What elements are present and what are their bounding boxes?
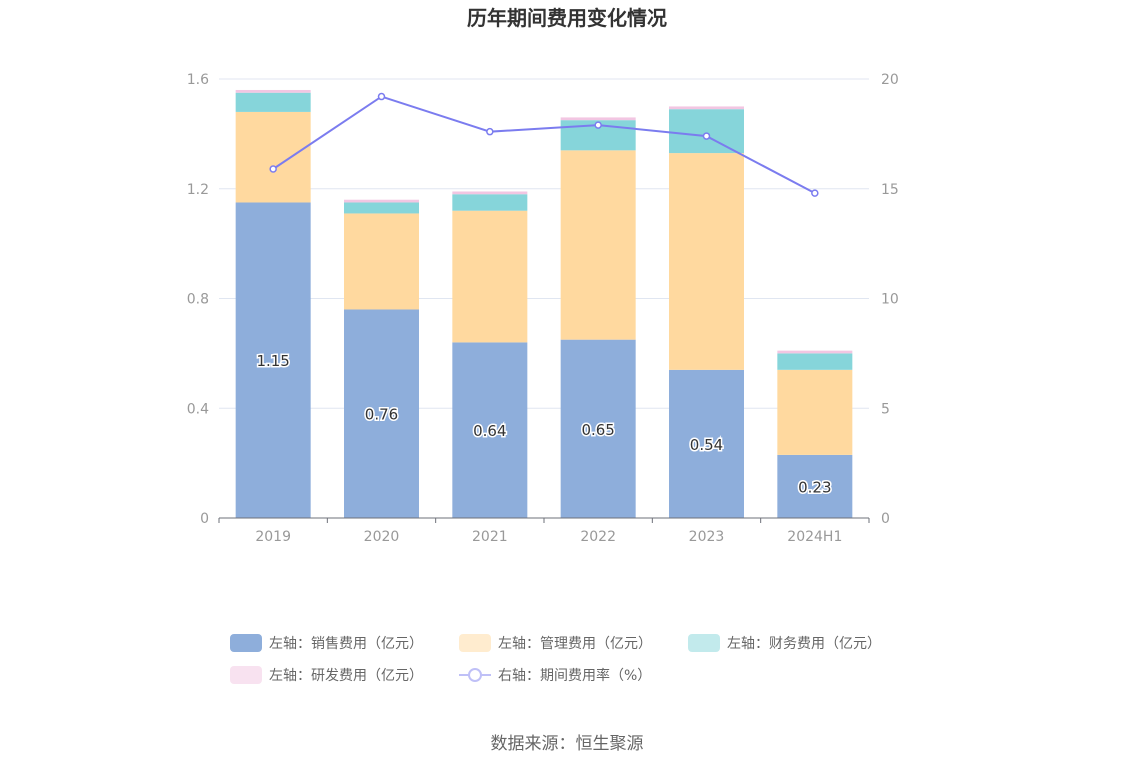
- legend-item[interactable]: 左轴：销售费用（亿元）: [230, 634, 423, 652]
- bar-segment: [669, 369, 744, 518]
- data-source: 数据来源：恒生聚源: [490, 734, 644, 754]
- line-series: [269, 92, 819, 197]
- bar-segment: [560, 339, 636, 518]
- right-axis-tick: 0: [881, 511, 890, 527]
- legend-label: 左轴：研发费用（亿元）: [269, 668, 423, 684]
- right-axis-tick: 20: [881, 72, 899, 88]
- bar-segment: [235, 111, 311, 203]
- bar-segment: [669, 109, 744, 154]
- legend-item[interactable]: 左轴：财务费用（亿元）: [688, 634, 881, 652]
- legend-swatch: [688, 634, 720, 652]
- legend-line-marker: [468, 668, 482, 682]
- legend-label: 右轴：期间费用率（%）: [498, 667, 651, 684]
- legend-swatch: [230, 666, 262, 684]
- expense-rate-line: [272, 95, 816, 195]
- legend-swatch: [230, 634, 262, 652]
- expense-rate-point: [594, 121, 602, 129]
- expense-rate-point: [702, 132, 711, 140]
- x-axis-tick: 2020: [364, 529, 400, 545]
- legend-label: 左轴：管理费用（亿元）: [498, 636, 652, 652]
- bar-segment: [235, 89, 311, 93]
- bar-value-label: 0.64: [473, 422, 506, 440]
- bar-segment: [777, 353, 853, 370]
- bars: [235, 89, 853, 518]
- x-axis-tick: 2019: [255, 529, 291, 545]
- bar-segment: [344, 309, 419, 518]
- axes: 0 0.4 0.8 1.2 1.6 0 5 10 15 20 2019 2020 2021 2022 202…: [187, 72, 899, 545]
- bar-segment: [235, 92, 311, 112]
- bar-segment: [669, 106, 744, 110]
- right-axis-tick: 5: [881, 401, 890, 417]
- left-axis-tick: 1.6: [187, 72, 209, 88]
- x-axis-tick: 2024H1: [787, 529, 842, 545]
- legend-label: 左轴：财务费用（亿元）: [727, 636, 881, 652]
- expense-rate-point: [269, 165, 277, 173]
- x-axis-tick: 2023: [689, 529, 725, 545]
- bar-segment: [235, 202, 311, 518]
- left-axis-tick: 0.8: [187, 292, 209, 308]
- bar-labels: 1.15 0.76 0.64 0.65 0.54 0.23: [255, 351, 833, 498]
- bar-segment: [344, 199, 419, 203]
- bar-segment: [777, 454, 853, 518]
- expense-rate-point: [811, 189, 819, 197]
- bar-segment: [452, 342, 528, 518]
- chart-title: 历年期间费用变化情况: [467, 6, 667, 30]
- x-axis-tick: 2021: [472, 529, 508, 545]
- expense-rate-point: [377, 92, 386, 101]
- bar-segment: [560, 150, 636, 340]
- left-axis-tick: 1.2: [187, 182, 209, 198]
- bar-value-label: 0.23: [798, 478, 831, 496]
- right-axis-tick: 15: [881, 182, 899, 198]
- bar-segment: [452, 194, 528, 211]
- legend-item[interactable]: 右轴：期间费用率（%）: [459, 667, 651, 684]
- bar-segment: [560, 117, 636, 121]
- left-axis-tick: 0: [200, 511, 209, 527]
- left-axis-tick: 0.4: [187, 401, 209, 417]
- bar-segment: [344, 202, 419, 214]
- bar-segment: [452, 191, 528, 195]
- grid: [219, 78, 869, 409]
- legend-label: 左轴：销售费用（亿元）: [269, 636, 423, 652]
- bar-segment: [452, 210, 528, 343]
- legend-swatch: [459, 634, 491, 652]
- expense-rate-point: [486, 127, 494, 136]
- bar-segment: [777, 350, 853, 354]
- legend-item[interactable]: 左轴：管理费用（亿元）: [459, 634, 652, 652]
- bar-segment: [669, 153, 744, 370]
- bar-value-label: 0.65: [581, 421, 614, 439]
- bar-value-label: 0.76: [365, 406, 398, 424]
- legend-item[interactable]: 左轴：研发费用（亿元）: [230, 666, 423, 684]
- x-axis-tick: 2022: [580, 529, 616, 545]
- bar-segment: [777, 369, 853, 455]
- right-axis-tick: 10: [881, 292, 899, 308]
- bar-value-label: 0.54: [690, 436, 723, 454]
- bar-segment: [344, 213, 419, 310]
- bar-value-label: 1.15: [256, 352, 289, 370]
- legend[interactable]: 左轴：销售费用（亿元） 左轴：管理费用（亿元） 左轴：财务费用（亿元） 左轴：研发费用…: [230, 634, 881, 684]
